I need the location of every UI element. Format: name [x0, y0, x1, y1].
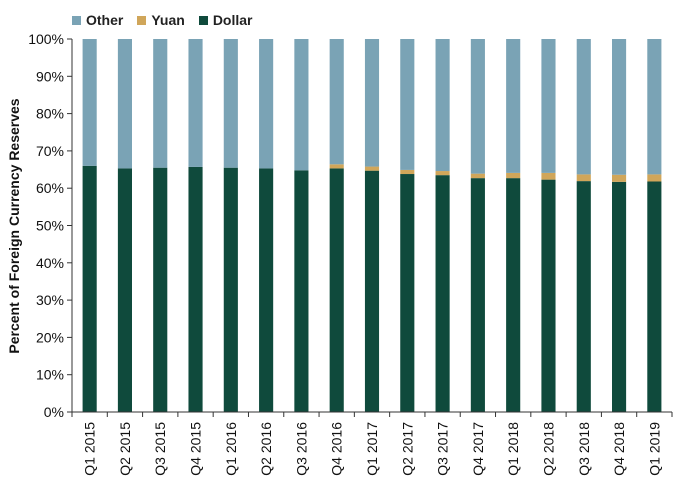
x-tick-label: Q2 2017: [399, 422, 415, 476]
bar-other-q1-2017: [364, 39, 380, 167]
bar-dollar-q1-2018: [506, 178, 521, 412]
bar-other-q3-2015: [153, 39, 168, 168]
bar-yuan-q4-2016: [329, 164, 344, 169]
bar-dollar-q3-2017: [435, 175, 450, 412]
bar-other-q4-2016: [329, 39, 344, 165]
legend-item-dollar: Dollar: [198, 12, 253, 28]
bar-other-q3-2017: [435, 39, 450, 172]
y-tick-label: 20%: [36, 329, 64, 345]
bar-other-q1-2019: [647, 39, 662, 175]
legend-label-yuan: Yuan: [151, 12, 185, 28]
bar-dollar-q1-2015: [82, 165, 97, 412]
bar-yuan-q1-2019: [647, 174, 662, 182]
legend-swatch-yuan: [137, 15, 147, 25]
x-tick-label: Q3 2016: [293, 422, 309, 476]
legend: Other Yuan Dollar: [72, 12, 267, 28]
bar-other-q2-2016: [259, 39, 274, 169]
legend-label-other: Other: [86, 12, 124, 28]
bar-yuan-q2-2018: [541, 172, 556, 180]
y-tick-label: 90%: [36, 68, 64, 84]
bar-dollar-q3-2018: [576, 181, 591, 412]
bar-dollar-q2-2018: [541, 179, 556, 412]
x-tick-label: Q4 2015: [188, 422, 204, 476]
x-tick-label: Q4 2017: [470, 422, 486, 476]
bar-dollar-q2-2015: [117, 168, 132, 412]
y-tick-label: 80%: [36, 106, 64, 122]
bar-dollar-q3-2015: [153, 167, 168, 412]
bar-yuan-q2-2017: [400, 169, 415, 175]
x-tick-label: Q4 2016: [329, 422, 345, 476]
bar-other-q4-2018: [612, 39, 627, 175]
bar-yuan-q3-2018: [576, 174, 591, 182]
x-tick-label: Q1 2018: [505, 422, 521, 476]
legend-swatch-other: [72, 15, 81, 25]
y-tick-label: 30%: [36, 292, 64, 308]
x-tick-label: Q1 2019: [646, 422, 662, 476]
x-tick-label: Q3 2015: [152, 422, 168, 476]
bar-dollar-q1-2019: [647, 181, 662, 412]
bar-dollar-q1-2016: [223, 167, 238, 412]
axes-group: 0% 10% 20% 30% 40% 50% 60% 70% 80% 90% 100% Q1 2015…: [28, 31, 673, 476]
x-tick-label: Q1 2015: [82, 422, 98, 476]
y-tick-label: 60%: [36, 180, 64, 196]
bar-dollar-q1-2017: [364, 170, 380, 412]
bar-other-q1-2016: [223, 39, 238, 168]
bar-yuan-q3-2017: [435, 171, 450, 176]
legend-item-other: Other: [72, 12, 123, 28]
bar-other-q4-2017: [470, 39, 485, 174]
bar-yuan-q1-2017: [364, 166, 380, 171]
bar-dollar-q4-2016: [329, 168, 344, 412]
legend-label-dollar: Dollar: [212, 12, 253, 28]
bar-yuan-q4-2017: [470, 173, 485, 179]
y-tick-label: 0%: [44, 404, 64, 420]
bar-yuan-q1-2018: [506, 172, 521, 179]
x-tick-label: Q2 2016: [258, 422, 274, 476]
legend-swatch-dollar: [198, 15, 208, 25]
bar-dollar-q4-2018: [612, 181, 627, 412]
bar-yuan-q4-2018: [612, 174, 627, 182]
y-tick-label: 10%: [36, 367, 64, 383]
y-tick-label: 70%: [36, 143, 64, 159]
legend-item-yuan: Yuan: [137, 12, 185, 28]
bar-other-q3-2016: [294, 39, 309, 171]
y-tick-label: 50%: [36, 218, 64, 234]
x-tick-label: Q3 2017: [435, 422, 451, 476]
y-axis-label: Percent of Foreign Currency Reserves: [6, 98, 22, 353]
x-tick-label: Q1 2016: [223, 422, 239, 476]
bar-other-q4-2015: [188, 39, 203, 167]
bar-other-q1-2015: [82, 39, 97, 166]
bars-group: [82, 39, 662, 412]
x-tick-label: Q3 2018: [576, 422, 592, 476]
bar-dollar-q2-2016: [259, 168, 274, 412]
bar-dollar-q3-2016: [294, 170, 309, 412]
x-tick-label: Q2 2015: [117, 422, 133, 476]
x-tick-label: Q2 2018: [540, 422, 556, 476]
x-tick-label: Q4 2018: [611, 422, 627, 476]
bar-other-q3-2018: [576, 39, 591, 175]
bar-other-q2-2015: [117, 39, 132, 169]
bar-other-q2-2017: [400, 39, 415, 170]
x-tick-label: Q1 2017: [364, 422, 380, 476]
bar-dollar-q2-2017: [400, 174, 415, 412]
bar-other-q2-2018: [541, 39, 556, 173]
y-tick-label: 100%: [28, 31, 64, 47]
bar-dollar-q4-2017: [470, 178, 485, 412]
bar-other-q1-2018: [506, 39, 521, 173]
bar-dollar-q4-2015: [188, 166, 203, 412]
y-tick-label: 40%: [36, 255, 64, 271]
